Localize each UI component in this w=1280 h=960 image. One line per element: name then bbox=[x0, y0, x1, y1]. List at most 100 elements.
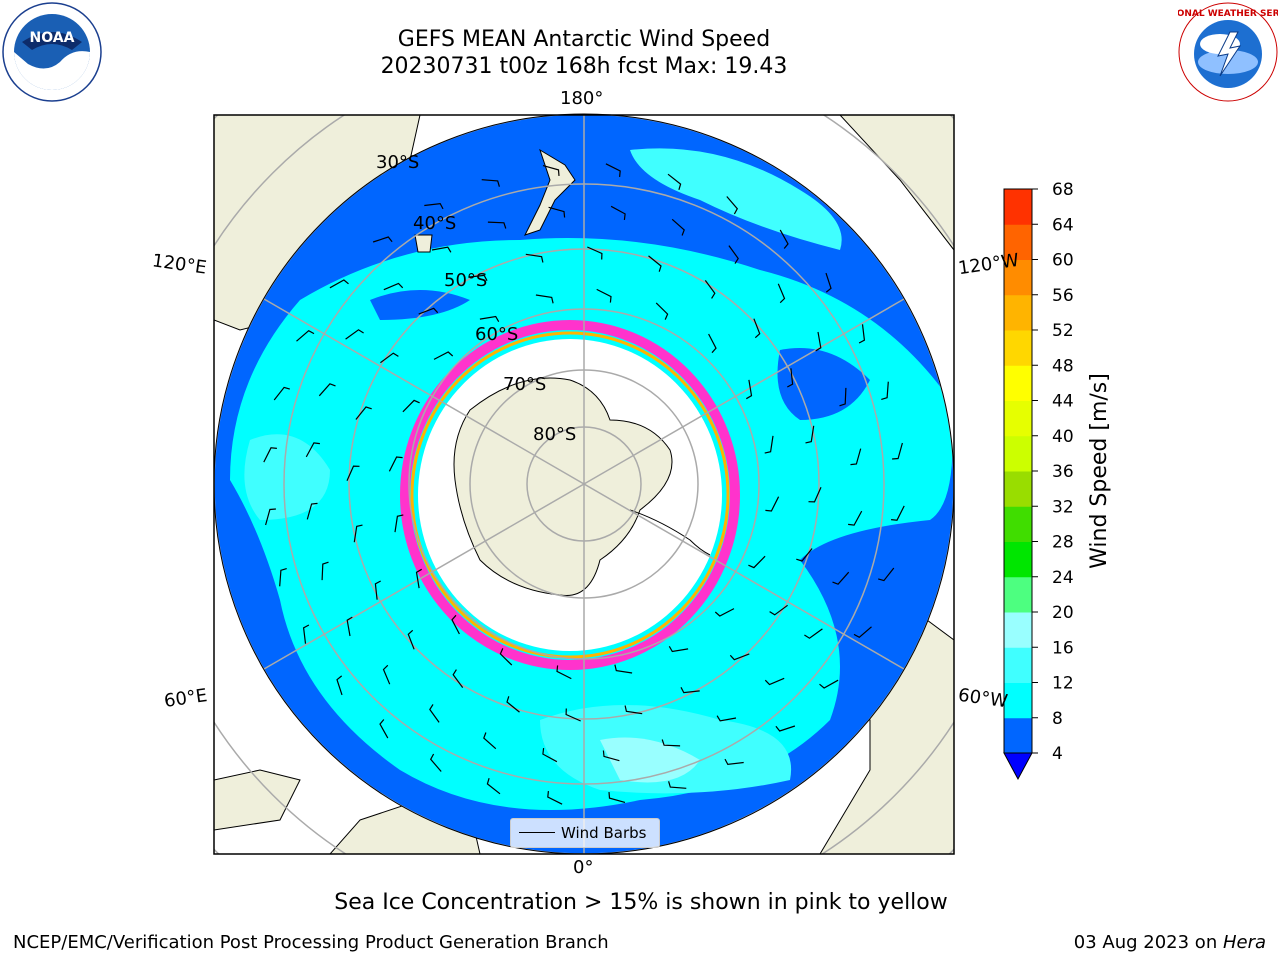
nws-logo: NATIONAL WEATHER SERVICE bbox=[1178, 2, 1278, 102]
wind-barb bbox=[815, 331, 822, 352]
wind-barb bbox=[858, 324, 866, 344]
wind-barb bbox=[728, 245, 739, 264]
lat-label-80s: 80°S bbox=[533, 424, 577, 445]
chart-subtitle: 20230731 t00z 168h fcst Max: 19.43 bbox=[380, 54, 788, 79]
wind-barb bbox=[418, 307, 439, 315]
colorbar-tick-label: 32 bbox=[1052, 497, 1074, 517]
wind-barb bbox=[329, 279, 349, 289]
footer-machine: Hera bbox=[1222, 932, 1266, 953]
lat-label-60s: 60°S bbox=[475, 324, 519, 345]
wind-barb bbox=[764, 435, 774, 454]
wind-barb bbox=[379, 719, 389, 739]
colorbar-tick-label: 68 bbox=[1052, 180, 1074, 200]
wind-barb bbox=[624, 705, 643, 715]
wind-barb bbox=[878, 567, 895, 582]
colorbar-segment bbox=[1004, 717, 1032, 754]
wind-barb bbox=[487, 221, 507, 229]
wind-barb bbox=[279, 568, 287, 587]
wind-barb bbox=[724, 758, 744, 766]
colorbar-segment bbox=[1004, 189, 1032, 225]
wind-barb bbox=[380, 352, 399, 364]
wind-barb bbox=[775, 725, 796, 732]
wind-barb bbox=[548, 206, 566, 218]
chart-title: GEFS MEAN Antarctic Wind Speed bbox=[397, 27, 771, 52]
colorbar-segment bbox=[1004, 682, 1032, 719]
wind-barb bbox=[777, 283, 786, 304]
wind-barb bbox=[265, 508, 276, 526]
lat-label-70s: 70°S bbox=[503, 374, 547, 395]
colorbar-segment bbox=[1004, 400, 1032, 437]
wind-barb bbox=[542, 165, 560, 176]
colorbar-tick-label: 44 bbox=[1052, 392, 1074, 412]
noaa-logo: NOAA bbox=[2, 2, 102, 102]
wind-barb bbox=[355, 406, 372, 420]
colorbar-tick-label: 56 bbox=[1052, 286, 1074, 306]
wind-barb bbox=[805, 425, 815, 444]
wind-barb bbox=[305, 442, 320, 458]
colorbar-tick-label: 8 bbox=[1052, 709, 1063, 729]
wind-barb bbox=[808, 487, 822, 503]
wind-barb bbox=[374, 580, 381, 600]
wind-barb bbox=[429, 753, 442, 772]
lon-label-180: 180° bbox=[560, 88, 604, 109]
colorbar-tick-label: 40 bbox=[1052, 427, 1074, 447]
wind-barb bbox=[273, 386, 290, 401]
footer-credit: NCEP/EMC/Verification Post Processing Pr… bbox=[13, 932, 609, 953]
wind-barb bbox=[263, 447, 277, 463]
wind-barb bbox=[608, 792, 626, 803]
colorbar-segment bbox=[1004, 435, 1032, 472]
wind-barb bbox=[486, 778, 501, 795]
wind-barb bbox=[388, 456, 403, 472]
wind-barb bbox=[542, 748, 558, 763]
colorbar-label: Wind Speed [m/s] bbox=[1087, 373, 1112, 569]
colorbar-segment bbox=[1004, 365, 1032, 401]
wind-barb bbox=[556, 665, 572, 680]
wind-barb bbox=[415, 568, 422, 589]
colorbar-tick-label: 4 bbox=[1052, 744, 1063, 764]
lon-label-0: 0° bbox=[573, 857, 594, 878]
lat-label-50s: 50°S bbox=[444, 270, 488, 291]
wind-barb bbox=[850, 448, 862, 466]
wind-barb bbox=[402, 399, 420, 413]
wind-barb bbox=[714, 608, 735, 617]
wind-barb bbox=[407, 629, 415, 650]
wind-barb bbox=[704, 280, 716, 299]
wind-barb bbox=[479, 315, 500, 322]
colorbar-tick-label: 64 bbox=[1052, 215, 1074, 235]
wind-barb bbox=[648, 255, 662, 272]
wind-barb bbox=[525, 253, 544, 263]
wind-barb bbox=[565, 708, 581, 722]
wind-barb bbox=[667, 173, 682, 190]
wind-barb bbox=[746, 379, 753, 400]
wind-barbs bbox=[263, 163, 905, 805]
wind-barb bbox=[345, 329, 364, 340]
wind-barb bbox=[382, 664, 391, 685]
wind-barb bbox=[483, 732, 497, 750]
wind-barb bbox=[832, 571, 850, 585]
wind-barb bbox=[429, 704, 440, 723]
colorbar-segment bbox=[1004, 506, 1032, 542]
wind-barb bbox=[587, 246, 603, 260]
svg-text:NATIONAL WEATHER SERVICE: NATIONAL WEATHER SERVICE bbox=[1178, 9, 1278, 19]
legend-label: Wind Barbs bbox=[561, 824, 647, 842]
wind-barb bbox=[481, 179, 500, 187]
wind-barb bbox=[661, 739, 681, 747]
footer-date: 03 Aug 2023 on Hera bbox=[1074, 932, 1266, 953]
wind-barb bbox=[655, 302, 669, 320]
wind-barb bbox=[804, 628, 823, 639]
wind-barb bbox=[891, 505, 905, 521]
wind-barb bbox=[848, 510, 863, 526]
colorbar-tick-label: 16 bbox=[1052, 638, 1074, 658]
wind-barb bbox=[680, 687, 700, 694]
colorbar-tick-label: 28 bbox=[1052, 533, 1074, 553]
legend-line-swatch bbox=[519, 832, 555, 833]
map-legend: Wind Barbs bbox=[510, 818, 660, 848]
wind-barb bbox=[825, 272, 832, 293]
colorbar-segment bbox=[1004, 612, 1032, 648]
wind-barb bbox=[306, 502, 318, 520]
wind-barb bbox=[610, 205, 626, 220]
colorbar-tick-label: 48 bbox=[1052, 356, 1074, 376]
wind-barb bbox=[353, 524, 363, 543]
wind-barb bbox=[296, 329, 315, 342]
wind-barb bbox=[468, 274, 488, 281]
